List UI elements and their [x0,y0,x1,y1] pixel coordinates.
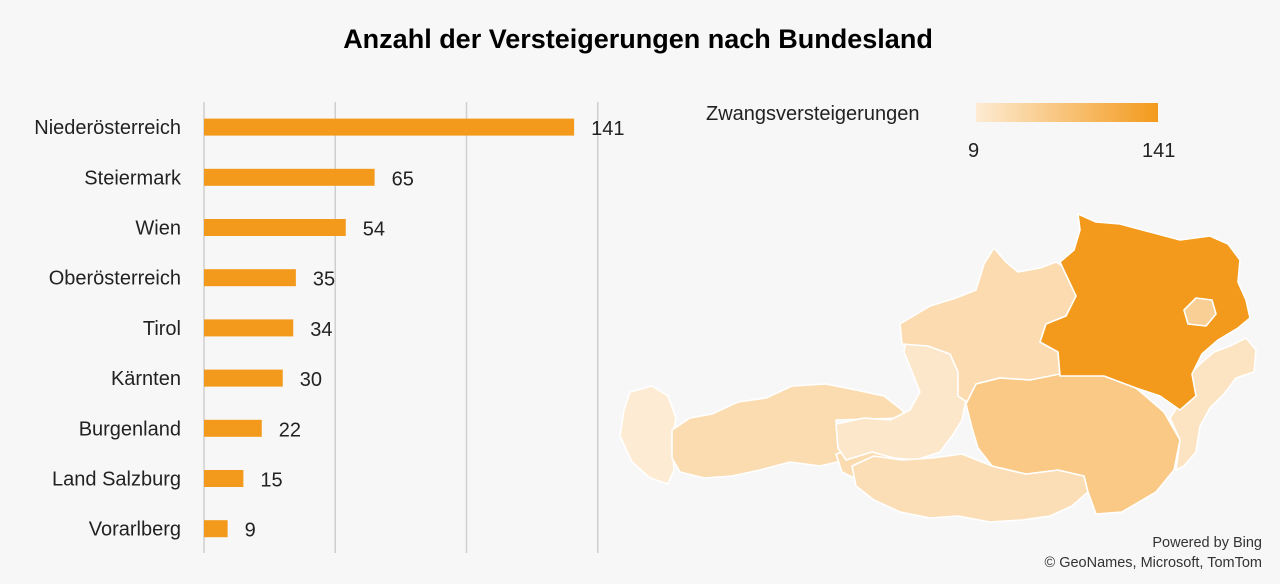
data-label: 35 [313,269,335,291]
data-label: 141 [591,118,624,140]
legend-title: Zwangsversteigerungen [706,103,920,125]
bar [204,118,575,136]
region-kaernten [851,453,1089,523]
data-label: 65 [392,168,414,190]
category-label: Kärnten [111,368,181,390]
region-niederoesterreich [1039,213,1251,411]
legend-max-label: 141 [1142,140,1176,162]
category-label: Niederösterreich [34,117,181,139]
bar [204,369,283,387]
data-label: 15 [260,470,282,492]
region-wien [1183,297,1217,327]
category-label: Steiermark [84,167,182,189]
data-label: 9 [245,520,256,542]
chart-title: Anzahl der Versteigerungen nach Bundesla… [343,24,933,54]
category-label: Vorarlberg [89,519,181,541]
bar [204,219,346,236]
category-label: Burgenland [79,418,181,440]
region-vorarlberg [619,385,677,485]
legend-gradient-bar [976,103,1158,122]
data-label: 30 [300,369,322,391]
data-label: 34 [310,319,332,341]
category-label: Oberösterreich [49,268,181,290]
bar [204,419,262,437]
category-label: Tirol [143,318,181,340]
legend-min-label: 9 [968,140,980,162]
attribution-powered-by: Powered by Bing [1152,535,1262,551]
data-label: 22 [279,419,301,441]
bar [204,520,228,538]
category-label: Land Salzburg [52,469,181,491]
bar [204,470,244,487]
region-burgenland [1169,337,1257,471]
region-steiermark [965,373,1181,515]
bar-chart: Niederösterreich 141 Steiermark 65 Wien 54 Obe… [34,102,625,553]
map-attribution: Powered by Bing © GeoNames, Microsoft, T… [1045,533,1263,573]
data-label: 54 [363,219,385,241]
bar [204,319,294,337]
attribution-copyright: © GeoNames, Microsoft, TomTom [1044,555,1263,571]
bar [204,168,375,186]
category-label: Wien [135,218,181,240]
bar [204,269,296,287]
